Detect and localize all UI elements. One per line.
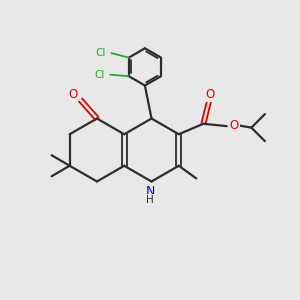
Text: H: H: [146, 195, 154, 205]
Text: Cl: Cl: [94, 70, 105, 80]
Text: O: O: [206, 88, 215, 101]
Text: O: O: [230, 119, 239, 132]
Text: Cl: Cl: [96, 48, 106, 58]
Text: O: O: [68, 88, 78, 101]
Text: N: N: [145, 184, 155, 198]
